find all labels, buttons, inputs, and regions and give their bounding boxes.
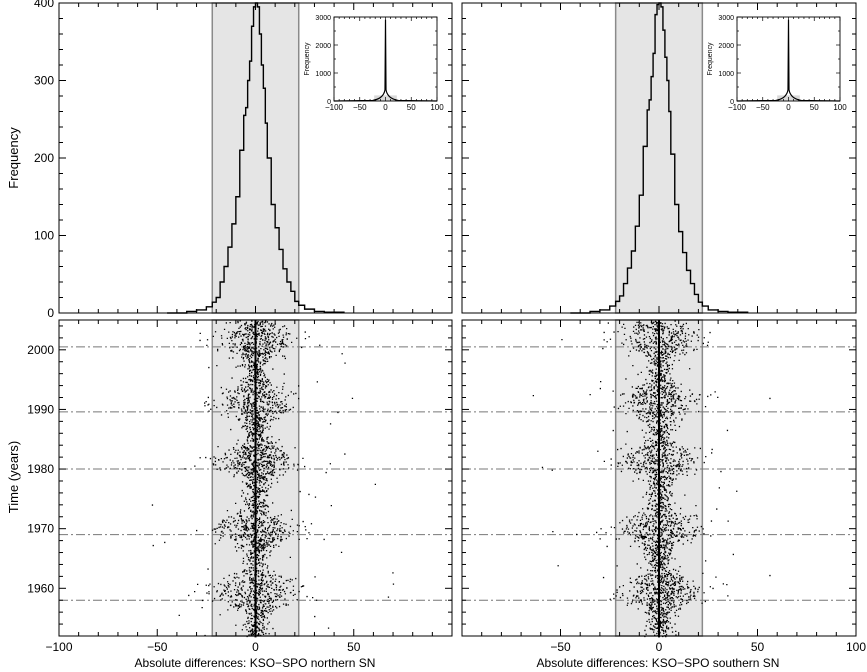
- panel-scatter-north: −100 −50 0 50 1960 1970 1980 1990 2000: [27, 319, 453, 654]
- hist-south-inset-x-tick-label: 50: [810, 103, 819, 112]
- hist-north-inset-x-tick-label: −50: [353, 103, 367, 112]
- y-axis-label-frequency: Frequency: [6, 127, 21, 189]
- hist-north-inset-x-tick-label: 100: [430, 103, 444, 112]
- y-tick-label: 1970: [27, 522, 54, 536]
- x-tick-label: 100: [846, 640, 866, 654]
- x-tick-label: −50: [550, 640, 571, 654]
- y-tick-label: 200: [34, 151, 54, 165]
- x-tick-label: 0: [656, 640, 663, 654]
- y-tick-label: 1980: [27, 462, 54, 476]
- hist-south-inset-y-tick-label: 3000: [718, 15, 734, 22]
- x-tick-label: 0: [252, 640, 259, 654]
- hist-south-inset-y-tick-label: 1000: [718, 71, 734, 78]
- x-axis-label-north: Absolute differences: KSO−SPO northern S…: [135, 656, 376, 670]
- hist-south-inset-y-label: Frequency: [707, 42, 714, 76]
- y-tick-label: 100: [34, 229, 54, 243]
- hist-south-inset-x-tick-label: −50: [756, 103, 770, 112]
- hist-north-inset-x-tick-label: 0: [383, 103, 388, 112]
- hist-south-inset-y-tick-label: 0: [730, 99, 734, 106]
- hist-south-inset-y-tick-label: 2000: [718, 43, 734, 50]
- hist-north-inset-y-tick-label: 2000: [315, 43, 331, 50]
- panel-scatter-south: −50 0 50 100: [461, 319, 866, 654]
- hist-north-inset-x-tick-label: −100: [325, 103, 344, 112]
- hist-north-inset-y-tick-label: 0: [327, 99, 331, 106]
- hist-north-inset-y-label: Frequency: [304, 42, 311, 76]
- x-tick-label: 50: [751, 640, 765, 654]
- y-tick-label: 1960: [27, 581, 54, 595]
- y-tick-label: 300: [34, 74, 54, 88]
- y-tick-label: 0: [47, 306, 54, 320]
- hist-north-band: [211, 2, 300, 314]
- hist-south-band: [614, 2, 704, 314]
- y-axis-label-time: Time (years): [6, 441, 21, 513]
- hist-north-inset-y-tick-label: 3000: [315, 15, 331, 22]
- x-tick-label: −50: [147, 640, 168, 654]
- hist-north-inset-x-tick-label: 50: [407, 103, 416, 112]
- x-tick-label: 50: [347, 640, 361, 654]
- x-axis-label-south: Absolute differences: KSO−SPO southern S…: [537, 656, 780, 670]
- hist-south-inset-x-tick-label: 100: [833, 103, 847, 112]
- hist-south-inset-x-tick-label: −100: [728, 103, 747, 112]
- y-tick-label: 2000: [27, 343, 54, 357]
- hist-north-inset-y-tick-label: 1000: [315, 71, 331, 78]
- y-tick-label: 1990: [27, 402, 54, 416]
- hist-south-inset-x-tick-label: 0: [786, 103, 791, 112]
- y-tick-label: 400: [34, 0, 54, 10]
- x-tick-label: −100: [45, 640, 72, 654]
